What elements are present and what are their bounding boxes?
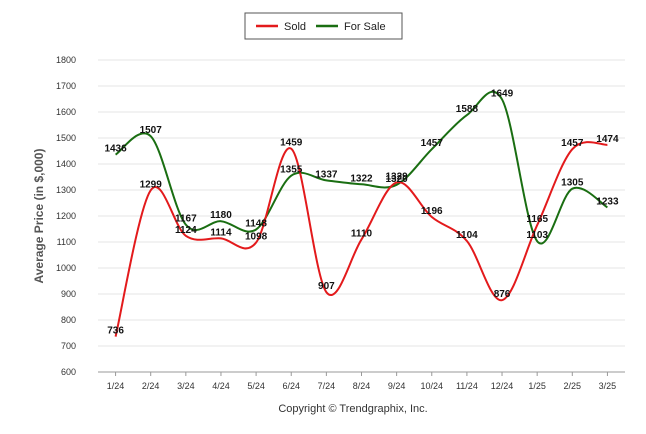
data-label-sold: 1124 [175,225,197,236]
y-tick-label: 1100 [57,237,76,247]
data-label-for-sale: 1436 [104,144,127,155]
legend: Sold For Sale [244,12,403,40]
data-label-sold: 1329 [386,171,409,182]
x-tick-label: 5/24 [247,381,265,391]
data-label-sold: 876 [494,289,511,300]
data-label-sold: 1459 [280,138,303,149]
data-label-sold: 1098 [245,232,268,243]
data-label-sold: 907 [318,281,335,292]
y-tick-label: 600 [61,367,76,377]
data-label-sold: 1110 [351,228,373,239]
y-tick-label: 1500 [56,133,76,143]
data-label-for-sale: 1457 [421,138,444,149]
legend-label-sold: Sold [284,21,306,33]
y-axis-label: Average Price (in $,000) [32,149,46,284]
x-tick-label: 10/24 [421,381,444,391]
y-tick-label: 1400 [56,159,76,169]
series-line-for-sale [114,90,608,245]
x-tick-label: 12/24 [491,381,514,391]
x-tick-label: 1/24 [107,381,125,391]
x-tick-label: 3/24 [177,381,195,391]
x-tick-label: 9/24 [388,381,406,391]
data-label-sold: 1196 [421,206,443,217]
x-tick-label: 3/25 [599,381,617,391]
series-line-sold [114,141,608,337]
x-tick-label: 4/24 [212,381,230,391]
data-label-for-sale: 1649 [491,88,514,99]
y-tick-label: 1800 [56,55,76,65]
data-labels: 736 1299 1124 1114 1098 1459 907 1110 1329 1196 11… [104,88,619,336]
y-tick-label: 700 [61,341,76,351]
x-tick-label: 2/25 [564,381,582,391]
data-label-sold: 1165 [526,214,548,225]
data-label-for-sale: 1355 [280,165,303,176]
data-label-sold: 1104 [456,230,478,241]
data-label-for-sale: 1322 [350,173,373,184]
data-label-for-sale: 1233 [596,196,619,207]
y-tick-label: 1000 [56,263,76,273]
x-tick-label: 7/24 [318,381,336,391]
data-label-sold: 1457 [561,138,584,149]
data-label-sold: 1299 [140,179,163,190]
y-tick-label: 1200 [56,211,76,221]
x-tick-label: 1/25 [528,381,546,391]
data-label-for-sale: 1588 [456,104,479,115]
data-label-for-sale: 1148 [245,219,267,230]
series [114,90,608,337]
y-tick-label: 1300 [56,185,76,195]
copyright-text: Copyright © Trendgraphix, Inc. [278,403,427,415]
legend-label-for-sale: For Sale [344,21,386,33]
data-label-for-sale: 1320 [386,174,409,185]
y-tick-label: 900 [61,289,76,299]
data-label-sold: 736 [107,326,124,337]
data-label-sold: 1114 [210,227,232,238]
data-label-for-sale: 1167 [175,214,197,225]
data-label-for-sale: 1337 [315,169,338,180]
data-label-for-sale: 1103 [526,230,548,241]
x-tick-label: 8/24 [353,381,371,391]
x-tick-label: 6/24 [282,381,300,391]
y-axis-ticks: 600 700 800 900 1000 1100 1200 1300 1400 1500 1600… [56,55,76,377]
y-tick-label: 1600 [56,107,76,117]
data-label-for-sale: 1180 [210,210,232,221]
data-label-for-sale: 1305 [561,178,584,189]
x-axis-ticks: 1/24 2/24 3/24 4/24 5/24 6/24 7/24 8/24 9/24 10/2… [107,372,616,391]
data-label-for-sale: 1507 [140,125,163,136]
y-tick-label: 1700 [56,81,76,91]
x-tick-label: 11/24 [456,381,478,391]
data-label-sold: 1474 [596,134,619,145]
y-tick-label: 800 [61,315,76,325]
x-tick-label: 2/24 [142,381,160,391]
